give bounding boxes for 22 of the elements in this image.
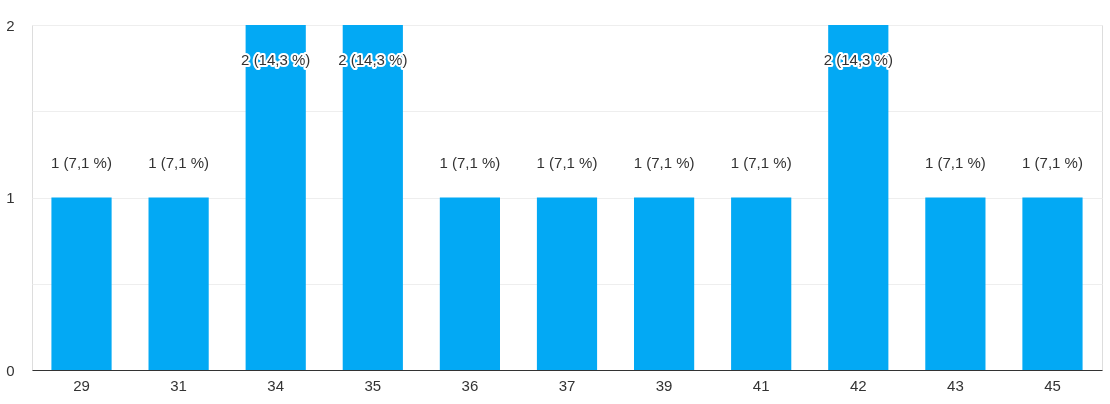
data-label: 1 (7,1 %) xyxy=(1022,153,1083,171)
x-tick-label: 35 xyxy=(364,376,382,394)
x-tick-label: 37 xyxy=(558,376,576,394)
data-label: 1 (7,1 %) xyxy=(536,153,598,171)
data-label: 1 (7,1 %) xyxy=(439,153,501,171)
y-tick-label: 1 xyxy=(6,189,15,206)
data-label: 1 (7,1 %) xyxy=(51,153,112,171)
x-tick-label: 43 xyxy=(947,376,964,394)
data-label: 1 (7,1 %) xyxy=(924,153,986,171)
x-tick-label: 36 xyxy=(461,376,479,394)
x-tick-label: 42 xyxy=(849,376,867,394)
data-label: 1 (7,1 %) xyxy=(148,153,210,171)
y-tick-label: 0 xyxy=(6,361,15,379)
x-tick-label: 39 xyxy=(655,376,673,394)
x-tick-label: 41 xyxy=(752,376,770,394)
x-tick-label: 45 xyxy=(1044,376,1061,394)
x-tick-label: 31 xyxy=(170,376,187,394)
data-label: 1 (7,1 %) xyxy=(633,153,695,171)
x-tick-label: 29 xyxy=(73,376,90,394)
x-tick-label: 34 xyxy=(267,376,285,394)
y-tick-label: 2 xyxy=(6,16,15,34)
data-label: 1 (7,1 %) xyxy=(730,153,792,171)
